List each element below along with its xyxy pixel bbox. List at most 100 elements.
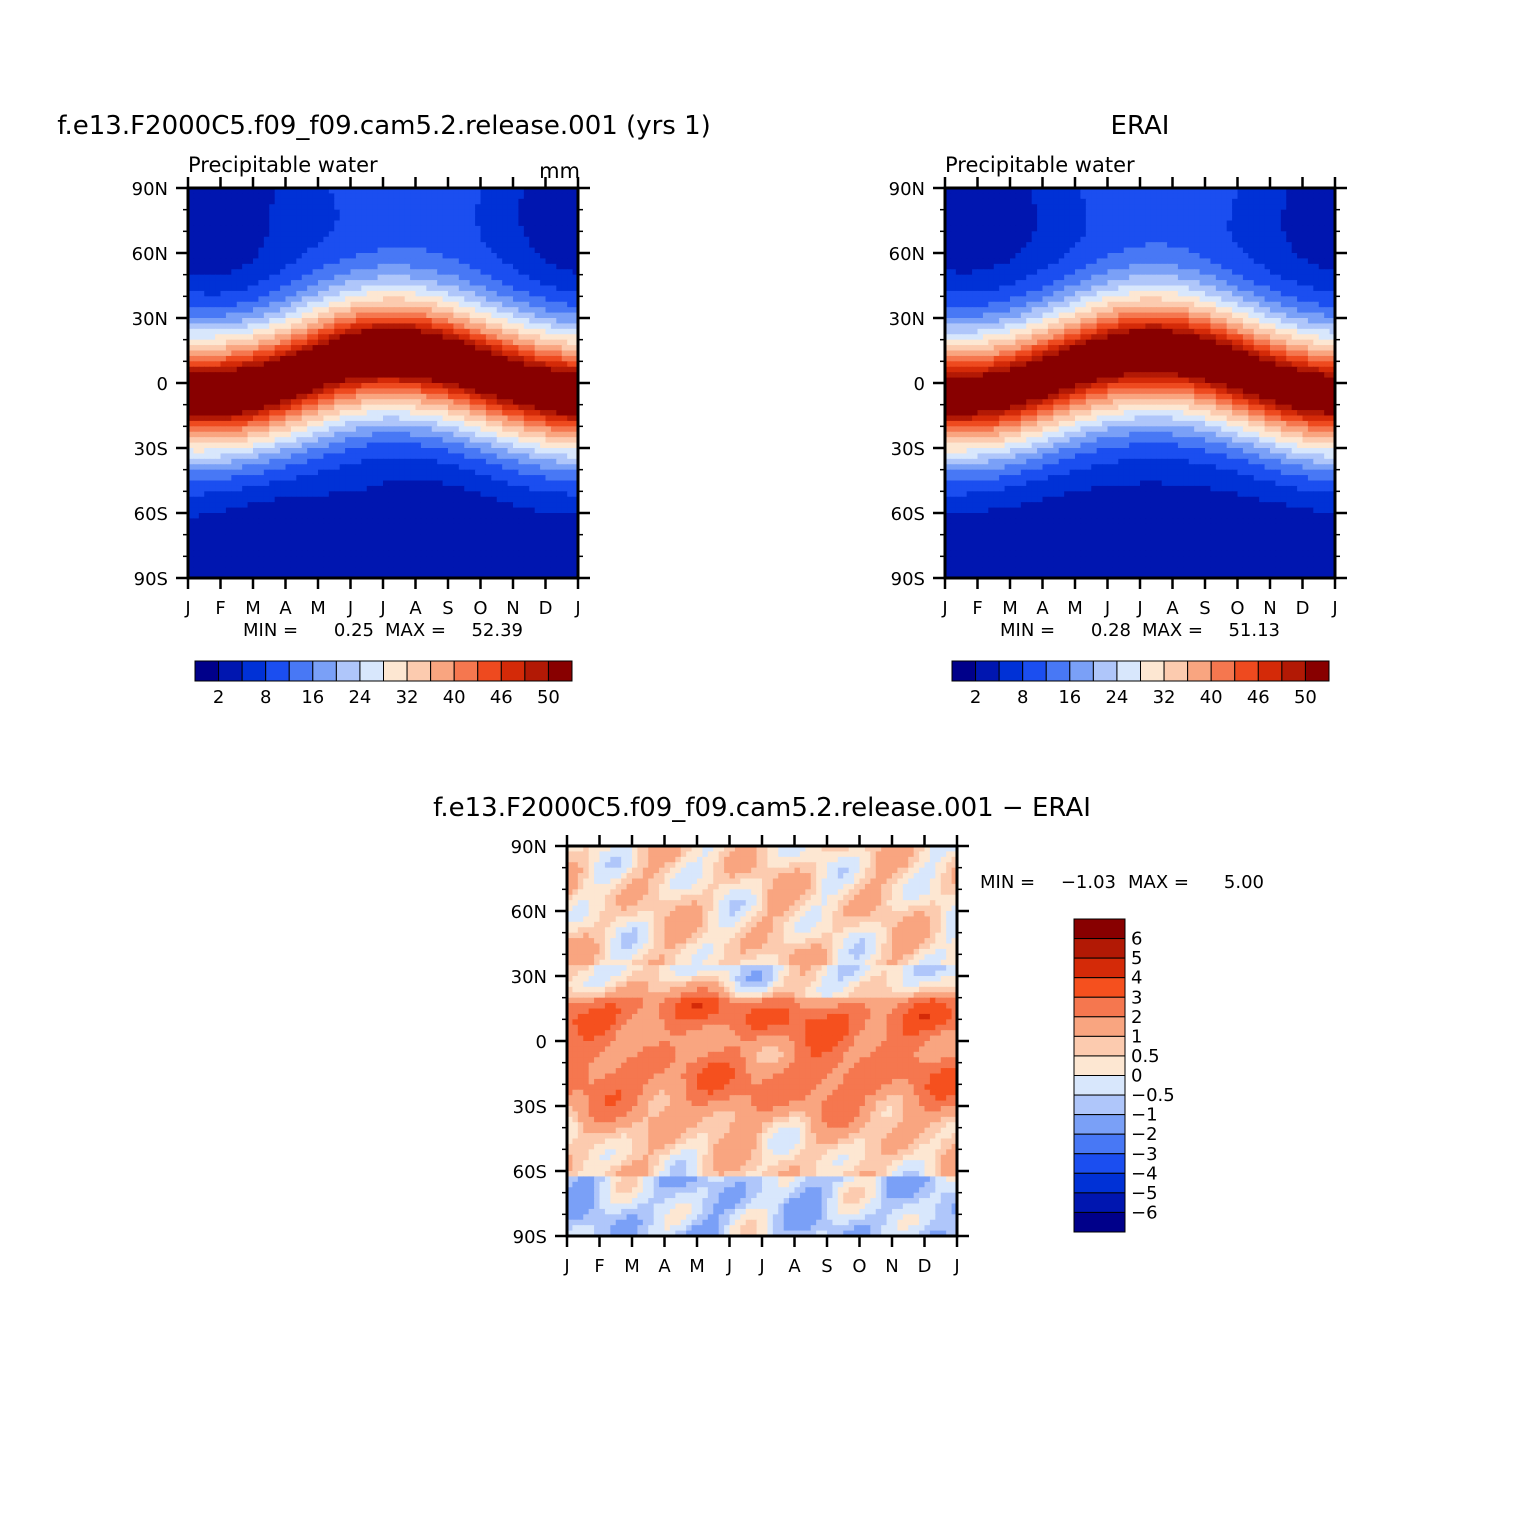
heatmap-cell — [513, 193, 519, 199]
heatmap-cell — [416, 231, 422, 237]
heatmap-cell — [416, 410, 422, 416]
heatmap-cell — [464, 426, 470, 432]
heatmap-cell — [253, 231, 259, 237]
heatmap-cell — [518, 253, 524, 259]
heatmap-cell — [497, 356, 503, 362]
heatmap-cell — [432, 242, 438, 248]
heatmap-cell — [258, 497, 264, 503]
heatmap-cell — [513, 291, 519, 297]
heatmap-cell — [193, 323, 199, 329]
heatmap-cell — [502, 448, 508, 454]
heatmap-cell — [329, 280, 335, 286]
heatmap-cell — [367, 264, 373, 270]
heatmap-cell — [486, 470, 492, 476]
heatmap-cell — [410, 502, 416, 508]
heatmap-cell — [486, 443, 492, 449]
heatmap-cell — [524, 399, 530, 405]
heatmap-cell — [459, 453, 465, 459]
heatmap-cell — [345, 410, 351, 416]
heatmap-cell — [356, 302, 362, 308]
heatmap-cell — [215, 334, 221, 340]
heatmap-cell — [453, 226, 459, 232]
heatmap-cell — [453, 453, 459, 459]
heatmap-cell — [394, 275, 400, 281]
heatmap-cell — [556, 556, 562, 562]
heatmap-cell — [399, 231, 405, 237]
heatmap-cell — [529, 242, 535, 248]
heatmap-cell — [248, 356, 254, 362]
heatmap-cell — [334, 383, 340, 389]
heatmap-cell — [518, 405, 524, 411]
heatmap-cell — [221, 193, 227, 199]
heatmap-cell — [204, 226, 210, 232]
heatmap-cell — [264, 193, 270, 199]
heatmap-cell — [426, 453, 432, 459]
heatmap-cell — [388, 513, 394, 519]
heatmap-cell — [508, 486, 514, 492]
heatmap-cell — [464, 453, 470, 459]
heatmap-cell — [486, 524, 492, 530]
heatmap-cell — [210, 307, 216, 313]
heatmap-cell — [475, 269, 481, 275]
heatmap-cell — [529, 199, 535, 205]
heatmap-cell — [237, 269, 243, 275]
heatmap-cell — [513, 313, 519, 319]
heatmap-cell — [345, 556, 351, 562]
heatmap-cell — [215, 193, 221, 199]
heatmap-cell — [421, 470, 427, 476]
heatmap-cell — [540, 318, 546, 324]
heatmap-cell — [524, 264, 530, 270]
heatmap-cell — [248, 475, 254, 481]
heatmap-cell — [562, 437, 568, 443]
heatmap-cell — [443, 372, 449, 378]
heatmap-cell — [199, 388, 205, 394]
heatmap-cell — [556, 513, 562, 519]
heatmap-cell — [394, 367, 400, 373]
heatmap-cell — [421, 486, 427, 492]
heatmap-cell — [388, 193, 394, 199]
heatmap-cell — [459, 405, 465, 411]
heatmap-cell — [280, 193, 286, 199]
heatmap-cell — [459, 242, 465, 248]
heatmap-cell — [296, 253, 302, 259]
heatmap-cell — [237, 367, 243, 373]
heatmap-cell — [470, 426, 476, 432]
heatmap-cell — [399, 340, 405, 346]
heatmap-cell — [546, 475, 552, 481]
heatmap-cell — [286, 286, 292, 292]
heatmap-cell — [215, 551, 221, 557]
heatmap-cell — [388, 540, 394, 546]
heatmap-cell — [221, 546, 227, 552]
heatmap-cell — [524, 226, 530, 232]
heatmap-cell — [269, 351, 275, 357]
heatmap-cell — [334, 286, 340, 292]
heatmap-cell — [323, 518, 329, 524]
heatmap-cell — [313, 253, 319, 259]
heatmap-cell — [291, 340, 297, 346]
heatmap-cell — [253, 210, 259, 216]
heatmap-cell — [264, 388, 270, 394]
heatmap-cell — [448, 221, 454, 227]
heatmap-cell — [378, 459, 384, 465]
heatmap-cell — [567, 491, 573, 497]
heatmap-cell — [567, 307, 573, 313]
heatmap-cell — [231, 258, 237, 264]
heatmap-cell — [513, 481, 519, 487]
heatmap-cell — [248, 291, 254, 297]
heatmap-cell — [296, 210, 302, 216]
heatmap-cell — [518, 248, 524, 254]
heatmap-cell — [215, 275, 221, 281]
heatmap-cell — [280, 378, 286, 384]
heatmap-cell — [437, 356, 443, 362]
heatmap-cell — [345, 199, 351, 205]
heatmap-cell — [524, 345, 530, 351]
heatmap-cell — [302, 199, 308, 205]
heatmap-cell — [275, 210, 281, 216]
heatmap-cell — [367, 231, 373, 237]
heatmap-cell — [546, 394, 552, 400]
heatmap-cell — [421, 258, 427, 264]
heatmap-cell — [361, 464, 367, 470]
heatmap-cell — [486, 302, 492, 308]
heatmap-cell — [443, 443, 449, 449]
heatmap-cell — [486, 410, 492, 416]
